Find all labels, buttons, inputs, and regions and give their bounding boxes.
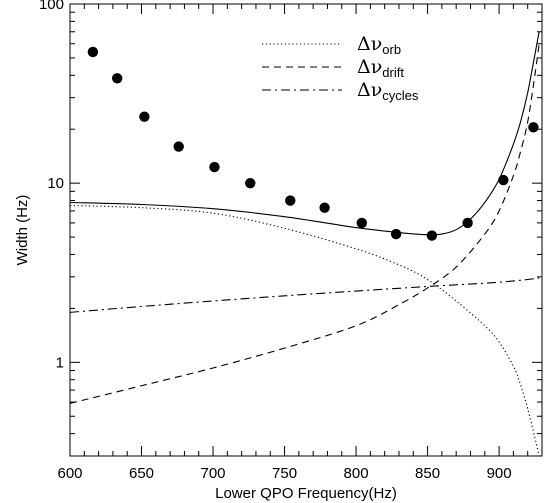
y-axis-title: Width (Hz) — [14, 195, 31, 266]
y-tick-labels: 1 10 100 — [39, 0, 64, 371]
data-point — [112, 73, 123, 84]
legend-label-drift: Δνdrift — [357, 56, 404, 80]
data-point — [319, 202, 330, 213]
x-tick-label: 650 — [129, 465, 154, 482]
x-tick-label: 750 — [272, 465, 297, 482]
data-point — [390, 228, 402, 240]
x-tick-label: 900 — [487, 465, 512, 482]
data-point — [356, 217, 367, 229]
x-axis-title: Lower QPO Frequency(Hz) — [215, 485, 397, 502]
curves — [69, 31, 540, 457]
y-tick-label: 1 — [56, 354, 64, 371]
x-tick-label: 600 — [57, 465, 82, 482]
y-tick-label: 100 — [39, 0, 64, 13]
total-width-curve — [69, 31, 540, 236]
legend-label-orb: Δνorb — [357, 33, 401, 57]
plot-frame — [69, 3, 543, 457]
x-tick-labels: 600 650 700 750 800 850 900 — [57, 465, 511, 482]
data-point — [498, 174, 509, 186]
legend-subscript-drift: drift — [382, 65, 404, 80]
data-point — [285, 195, 296, 206]
axis-ticks — [69, 3, 543, 457]
orb-curve — [69, 204, 540, 457]
data-point — [462, 217, 473, 229]
x-tick-label: 800 — [344, 465, 369, 482]
data-point — [528, 122, 539, 133]
data-point — [426, 230, 438, 241]
legend-subscript-orb: orb — [382, 42, 401, 57]
data-point — [245, 177, 256, 189]
y-tick-label: 10 — [47, 175, 64, 192]
legend-subscript-cycles: cycles — [382, 88, 419, 103]
x-tick-label: 700 — [201, 465, 226, 482]
drift-curve — [69, 43, 540, 404]
data-points — [87, 46, 539, 241]
data-point — [139, 111, 150, 122]
legend-label-cycles: Δνcycles — [357, 79, 419, 103]
cycles-curve — [69, 277, 540, 313]
data-point — [87, 46, 99, 58]
x-tick-label: 850 — [415, 465, 440, 482]
data-point — [209, 161, 220, 173]
data-point — [173, 141, 184, 152]
